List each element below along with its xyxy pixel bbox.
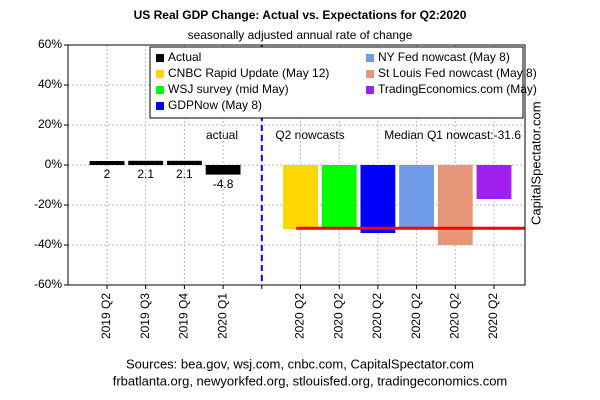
y-tick-label: 0% bbox=[45, 157, 63, 171]
watermark: CapitalSpectator.com bbox=[528, 101, 543, 225]
legend-swatch bbox=[366, 86, 374, 94]
bar bbox=[89, 161, 125, 165]
legend-swatch bbox=[156, 102, 164, 110]
legend-swatch bbox=[366, 70, 374, 78]
chart-title: US Real GDP Change: Actual vs. Expectati… bbox=[134, 8, 467, 22]
y-tick-label: -60% bbox=[34, 277, 62, 291]
legend-label: St Louis Fed nowcast (May 8) bbox=[378, 66, 537, 80]
x-tick-label: 2020 Q2 bbox=[370, 293, 384, 339]
bar bbox=[360, 165, 396, 233]
x-tick-label: 2020 Q1 bbox=[215, 293, 229, 339]
data-label: -4.8 bbox=[213, 177, 234, 191]
y-tick-label: 40% bbox=[38, 77, 62, 91]
x-tick-label: 2019 Q4 bbox=[177, 293, 191, 339]
bar bbox=[476, 165, 512, 199]
source: frbatlanta.org, newyorkfed.org, stlouisf… bbox=[113, 373, 508, 388]
legend-swatch bbox=[156, 86, 164, 94]
x-tick-label: 2020 Q2 bbox=[409, 293, 423, 339]
legend-label: CNBC Rapid Update (May 12) bbox=[168, 66, 329, 80]
legend-swatch bbox=[156, 54, 164, 62]
bar bbox=[437, 165, 473, 245]
y-tick-label: -20% bbox=[34, 197, 62, 211]
chart-subtitle: seasonally adjusted annual rate of chang… bbox=[188, 28, 413, 42]
legend-swatch bbox=[366, 54, 374, 62]
y-tick-label: 20% bbox=[38, 117, 62, 131]
x-tick-label: 2020 Q2 bbox=[331, 293, 345, 339]
legend-label: Actual bbox=[168, 50, 201, 64]
legend-swatch bbox=[156, 70, 164, 78]
legend-box bbox=[149, 46, 524, 119]
bar bbox=[321, 165, 357, 229]
bar bbox=[399, 165, 435, 227]
bar bbox=[128, 160, 164, 165]
data-label: 2.1 bbox=[176, 167, 193, 181]
x-tick-label: 2020 Q2 bbox=[447, 293, 461, 339]
plot-frame bbox=[67, 44, 526, 286]
data-label: 2 bbox=[104, 167, 111, 181]
annotation: Q2 nowcasts bbox=[275, 128, 344, 142]
annotation: actual bbox=[206, 128, 238, 142]
bar bbox=[166, 160, 202, 165]
source: Sources: bea.gov, wsj.com, cnbc.com, Cap… bbox=[126, 356, 474, 371]
bar bbox=[205, 165, 241, 175]
y-tick-label: 60% bbox=[38, 37, 62, 51]
legend-label: WSJ survey (mid May) bbox=[168, 82, 289, 96]
x-tick-label: 2019 Q2 bbox=[99, 293, 113, 339]
bar bbox=[283, 165, 318, 229]
x-tick-label: 2020 Q2 bbox=[293, 293, 307, 339]
x-tick-label: 2020 Q2 bbox=[486, 293, 500, 339]
x-tick-label: 2019 Q3 bbox=[138, 293, 152, 339]
y-tick-label: -40% bbox=[34, 237, 62, 251]
legend-label: GDPNow (May 8) bbox=[168, 98, 262, 112]
reference-label: Median Q1 nowcast:-31.6 bbox=[384, 128, 521, 142]
legend-label: NY Fed nowcast (May 8) bbox=[378, 50, 510, 64]
legend-label: TradingEconomics.com (May) bbox=[378, 82, 537, 96]
data-label: 2.1 bbox=[137, 167, 154, 181]
